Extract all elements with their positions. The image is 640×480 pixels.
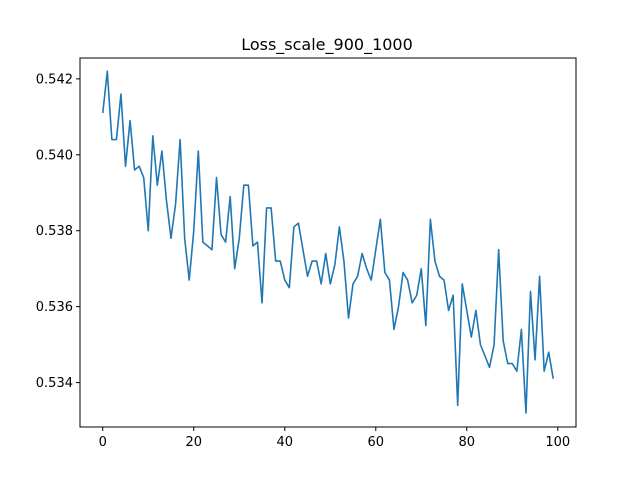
series-line [101, 70, 555, 414]
x-tick-label: 20 [185, 435, 202, 450]
y-tick-label: 0.542 [36, 72, 73, 87]
x-tick-label: 100 [545, 435, 570, 450]
x-tick-label: 40 [276, 435, 293, 450]
y-tick-label: 0.534 [36, 376, 73, 391]
x-tick-label: 80 [459, 435, 476, 450]
y-tick-label: 0.536 [36, 300, 73, 315]
x-axis: 0 20 40 60 80 100 [99, 427, 570, 450]
chart-title: Loss_scale_900_1000 [241, 35, 413, 55]
y-tick-label: 0.540 [36, 148, 73, 163]
y-axis: 0.534 0.536 0.538 0.540 0.542 [36, 72, 80, 391]
x-tick-label: 60 [368, 435, 385, 450]
plot-frame [79, 57, 577, 428]
y-tick-label: 0.538 [36, 224, 73, 239]
x-tick-label: 0 [99, 435, 107, 450]
series-layer [101, 70, 555, 414]
